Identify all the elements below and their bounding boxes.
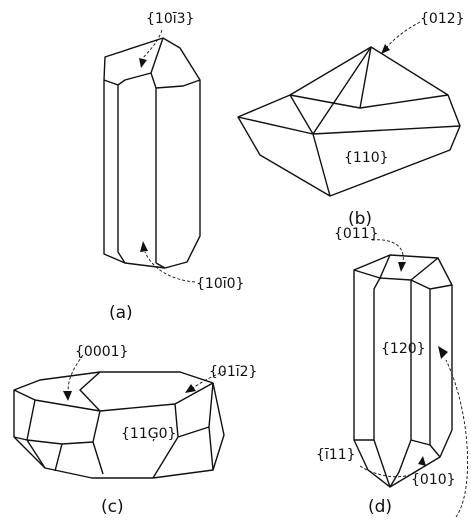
crystal-d: {011} {120} {ī11} {010} (d) — [316, 226, 469, 518]
arrow-d-3 — [418, 456, 426, 466]
crystal-c-edges — [13, 371, 214, 479]
label-d-1: {011} — [334, 226, 379, 242]
caption-c: (c) — [101, 497, 124, 517]
label-b-1: {012} — [420, 11, 465, 27]
crystal-c: {0001} {01ī2} {11Ģ0} (c) — [13, 344, 257, 517]
label-a-1: {10ī3} — [146, 11, 194, 27]
caption-d: (d) — [368, 497, 392, 517]
label-d-3: {ī11} — [316, 447, 356, 463]
crystal-b-edges — [237, 46, 461, 197]
arrow-c-2 — [185, 384, 196, 393]
leader-c-2 — [192, 370, 226, 389]
leader-d-3 — [359, 465, 421, 478]
crystal-c-outline — [13, 371, 225, 479]
caption-b: (b) — [348, 209, 372, 229]
arrow-a-top — [139, 58, 147, 68]
leader-a-bottom — [144, 251, 196, 283]
crystal-b-outline — [237, 46, 461, 197]
label-b-2: {110} — [344, 150, 389, 166]
crystal-a-edges — [103, 37, 201, 269]
crystal-a-outline — [103, 37, 201, 269]
label-c-1: {0001} — [75, 344, 128, 360]
crystal-a: {10ī3} {10ī0} (a) — [103, 11, 244, 323]
arrow-d-2 — [438, 346, 448, 359]
label-a-2: {10ī0} — [196, 276, 244, 292]
leader-c-1 — [67, 354, 84, 393]
label-d-2: {120} — [381, 341, 426, 357]
crystal-d-outline — [353, 254, 453, 488]
leader-d-1 — [371, 239, 404, 263]
caption-a: (a) — [109, 303, 133, 323]
leader-b — [385, 21, 421, 49]
arrow-b — [381, 44, 390, 54]
crystal-d-edges — [353, 254, 453, 488]
arrow-d-1 — [398, 262, 406, 272]
label-d-4: {010} — [411, 472, 456, 488]
leader-d-2 — [445, 359, 469, 518]
leader-a-top — [142, 29, 163, 59]
label-c-2: {01ī2} — [209, 364, 257, 380]
arrow-c-1 — [63, 391, 72, 401]
label-c-3: {11Ģ0} — [121, 426, 176, 442]
arrow-a-bottom — [140, 241, 148, 252]
crystal-b: {012} {110} (b) — [237, 11, 465, 229]
